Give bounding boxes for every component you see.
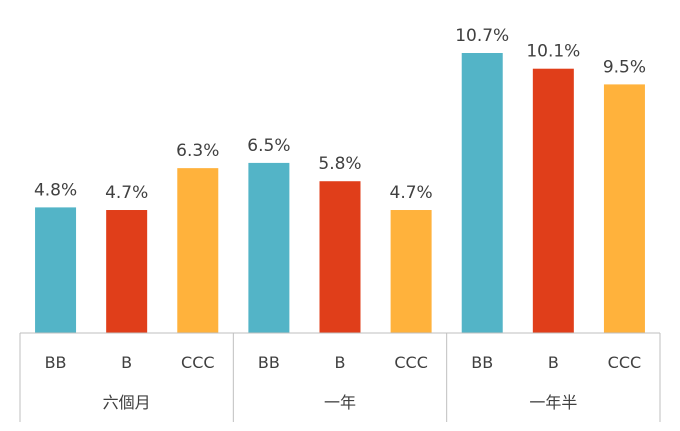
- group-label: 一年半: [529, 393, 577, 412]
- bar: [603, 84, 645, 333]
- data-labels-layer: 4.8% 4.7% 6.3% 6.5% 5.8% 4.7% 10.7% 10.1% 9.5%: [34, 26, 646, 203]
- bar: [532, 68, 574, 334]
- bars-layer: [35, 53, 645, 334]
- group-label: 六個月: [103, 393, 151, 412]
- data-label: 4.7%: [105, 183, 148, 203]
- tick-label: B: [121, 353, 132, 372]
- data-label: 10.7%: [455, 26, 509, 46]
- data-label: 9.5%: [603, 57, 646, 77]
- data-label: 6.5%: [247, 136, 290, 156]
- tick-label: CCC: [394, 353, 428, 372]
- bar: [461, 53, 503, 333]
- data-label: 10.1%: [526, 42, 580, 62]
- data-label: 5.8%: [318, 154, 361, 174]
- data-label: 4.7%: [390, 183, 433, 203]
- group-label: 一年: [324, 393, 356, 412]
- tick-label: BB: [258, 353, 280, 372]
- tick-label: CCC: [608, 353, 642, 372]
- tick-label: BB: [471, 353, 493, 372]
- bar: [319, 181, 361, 333]
- tick-label: B: [335, 353, 346, 372]
- data-label: 4.8%: [34, 180, 77, 200]
- data-label: 6.3%: [176, 141, 219, 161]
- bar: [248, 162, 290, 333]
- bar: [106, 210, 148, 333]
- tick-label: B: [548, 353, 559, 372]
- bar: [35, 207, 77, 333]
- bar: [390, 210, 432, 333]
- tick-label: CCC: [181, 353, 215, 372]
- bar: [177, 168, 219, 333]
- tick-label: BB: [45, 353, 67, 372]
